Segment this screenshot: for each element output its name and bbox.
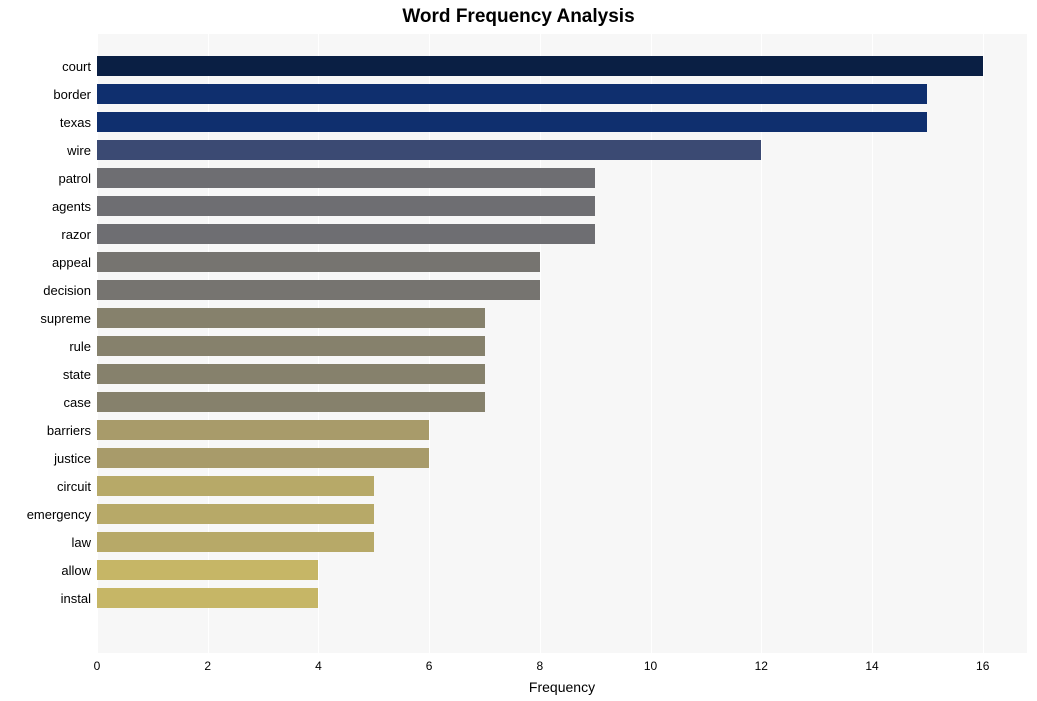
y-tick-label: texas [0,115,91,130]
bar [97,336,485,356]
grid-line [983,34,984,653]
y-tick-label: barriers [0,423,91,438]
y-tick-label: supreme [0,311,91,326]
bar [97,224,595,244]
y-tick-label: decision [0,283,91,298]
bar [97,392,485,412]
bar [97,168,595,188]
x-tick-label: 0 [94,659,101,673]
plot-area [97,34,1027,653]
y-tick-label: case [0,395,91,410]
y-tick-label: appeal [0,255,91,270]
x-tick-label: 2 [204,659,211,673]
bar [97,308,485,328]
bar [97,532,374,552]
y-tick-label: rule [0,339,91,354]
x-axis-label: Frequency [97,679,1027,695]
bar [97,280,540,300]
bar [97,140,761,160]
bar [97,476,374,496]
bar [97,560,318,580]
y-tick-label: agents [0,199,91,214]
x-tick-label: 6 [426,659,433,673]
bar [97,196,595,216]
bar [97,504,374,524]
x-tick-label: 12 [755,659,768,673]
y-tick-label: border [0,87,91,102]
bar [97,112,927,132]
y-tick-label: law [0,535,91,550]
chart-title: Word Frequency Analysis [0,6,1037,28]
x-tick-label: 14 [865,659,878,673]
x-tick-label: 16 [976,659,989,673]
y-tick-label: state [0,367,91,382]
bar [97,420,429,440]
bar [97,56,983,76]
x-tick-label: 10 [644,659,657,673]
y-tick-label: patrol [0,171,91,186]
y-tick-label: justice [0,451,91,466]
bar [97,364,485,384]
y-tick-label: razor [0,227,91,242]
bar [97,588,318,608]
x-tick-label: 8 [537,659,544,673]
x-tick-label: 4 [315,659,322,673]
word-frequency-chart: Word Frequency Analysis Frequency 0 2 4 6 8 1… [0,0,1037,701]
y-tick-label: instal [0,591,91,606]
bar [97,252,540,272]
bar [97,84,927,104]
bar [97,448,429,468]
y-tick-label: circuit [0,479,91,494]
y-tick-label: court [0,59,91,74]
y-tick-label: allow [0,563,91,578]
y-tick-label: wire [0,143,91,158]
y-tick-label: emergency [0,507,91,522]
